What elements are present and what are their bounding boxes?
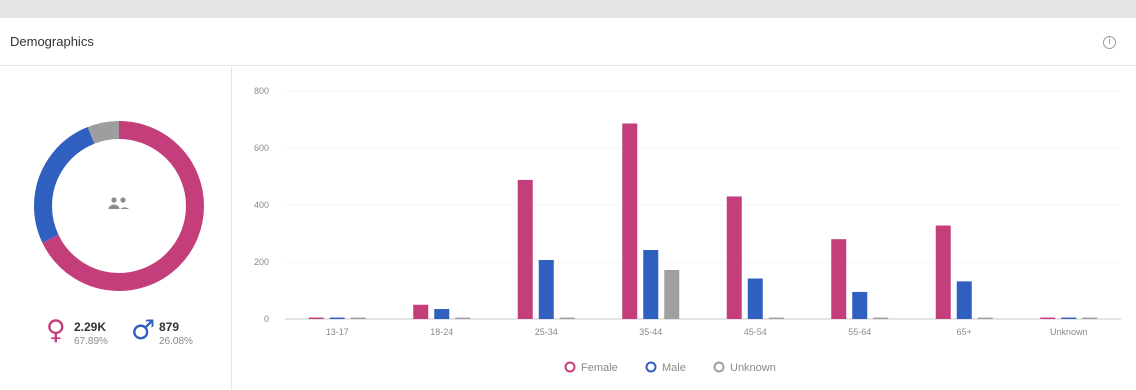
female-percent: 67.89% xyxy=(74,336,108,347)
card-header: Demographics i xyxy=(0,18,1136,66)
female-icon: ♀ xyxy=(46,315,66,346)
y-tick-label: 800 xyxy=(254,86,269,96)
bar-unknown-Unknown[interactable] xyxy=(1082,317,1098,319)
donut-segment-male[interactable] xyxy=(34,121,204,291)
legend-label: Female xyxy=(581,362,618,374)
legend-label: Unknown xyxy=(730,362,776,374)
y-tick-label: 200 xyxy=(254,257,269,267)
bar-female-55-64[interactable] xyxy=(831,239,847,319)
bar-female-35-44[interactable] xyxy=(622,123,638,319)
bar-unknown-55-64[interactable] xyxy=(873,317,889,319)
male-stat: ♂ 879 26.08% xyxy=(131,315,221,354)
y-tick-label: 600 xyxy=(254,143,269,153)
gender-donut-chart xyxy=(34,121,204,291)
bar-unknown-45-54[interactable] xyxy=(768,317,784,319)
x-tick-label: 25-34 xyxy=(535,327,558,337)
bar-unknown-25-34[interactable] xyxy=(559,317,575,319)
bar-male-55-64[interactable] xyxy=(852,291,868,319)
female-count: 2.29K xyxy=(74,320,107,334)
top-strip xyxy=(0,0,1136,18)
donut-segment-unknown[interactable] xyxy=(34,121,204,291)
legend-marker xyxy=(564,361,576,373)
y-tick-label: 0 xyxy=(264,314,269,324)
legend-item-female[interactable]: Female xyxy=(564,361,618,374)
bar-male-Unknown[interactable] xyxy=(1061,317,1077,319)
age-bar-chart: 0 200 400 600 800 13-17 18-24 25-34 35-44 45-54 5… xyxy=(254,86,1121,374)
bar-unknown-13-17[interactable] xyxy=(350,317,366,319)
bar-female-65+[interactable] xyxy=(935,225,951,319)
bar-female-18-24[interactable] xyxy=(413,304,429,319)
x-tick-label: 45-54 xyxy=(744,327,767,337)
legend-item-male[interactable]: Male xyxy=(645,361,686,374)
x-tick-label: 18-24 xyxy=(430,327,453,337)
bar-male-65+[interactable] xyxy=(956,281,972,319)
bar-female-Unknown[interactable] xyxy=(1040,317,1056,319)
bar-male-45-54[interactable] xyxy=(747,278,763,319)
bar-male-18-24[interactable] xyxy=(434,309,450,319)
bar-female-13-17[interactable] xyxy=(308,317,324,319)
male-icon: ♂ xyxy=(131,315,156,346)
legend-marker xyxy=(645,361,657,373)
bar-male-35-44[interactable] xyxy=(643,250,659,319)
x-tick-label: 65+ xyxy=(957,327,972,337)
female-stat: ♀ 2.29K 67.89% xyxy=(46,315,136,354)
bar-unknown-65+[interactable] xyxy=(977,317,993,319)
bar-male-25-34[interactable] xyxy=(538,260,554,319)
x-tick-label: 55-64 xyxy=(848,327,871,337)
bar-unknown-35-44[interactable] xyxy=(664,269,680,319)
card-title: Demographics xyxy=(10,34,94,49)
male-percent: 26.08% xyxy=(159,336,193,347)
male-count: 879 xyxy=(159,320,180,334)
bar-male-13-17[interactable] xyxy=(329,317,345,319)
bar-female-45-54[interactable] xyxy=(726,196,742,319)
bar-unknown-18-24[interactable] xyxy=(455,317,471,319)
gender-summary-panel: ♀ 2.29K 67.89% ♂ 879 26.08% xyxy=(0,67,232,390)
legend-item-unknown[interactable]: Unknown xyxy=(713,361,776,374)
y-tick-label: 400 xyxy=(254,200,269,210)
x-tick-label: 35-44 xyxy=(639,327,662,337)
people-icon xyxy=(108,197,129,209)
x-tick-label: 13-17 xyxy=(326,327,349,337)
bar-female-25-34[interactable] xyxy=(517,179,533,319)
info-icon[interactable]: i xyxy=(1103,36,1116,49)
legend-marker xyxy=(713,361,725,373)
legend-label: Male xyxy=(662,362,686,374)
x-tick-label: Unknown xyxy=(1050,327,1088,337)
